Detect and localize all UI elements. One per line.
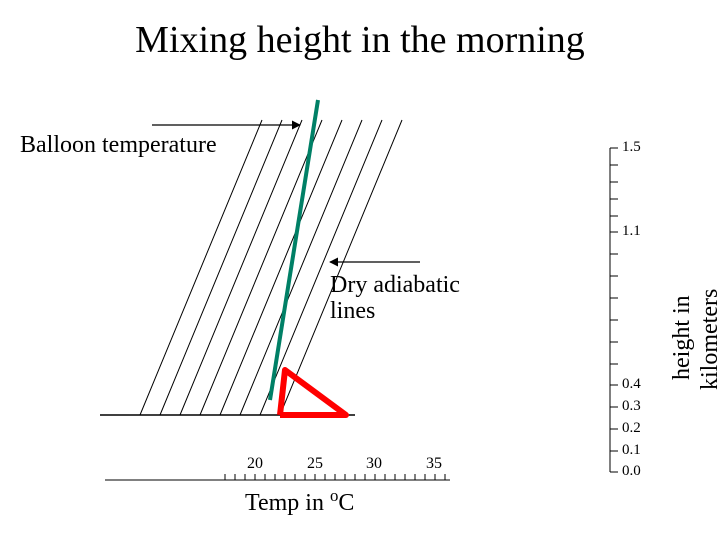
x-axis-ticks	[225, 474, 445, 480]
degree-o: o	[330, 486, 338, 505]
surface-parcel-path	[280, 370, 346, 415]
slide: { "title": "Mixing height in the morning…	[0, 0, 720, 540]
y-tick-label: 1.1	[622, 223, 641, 240]
y-tick-label: 1.5	[622, 139, 641, 156]
y-tick-label: 0.3	[622, 398, 641, 415]
balloon-temperature-line	[270, 100, 318, 400]
dry-label-line2: lines	[330, 298, 375, 324]
x-axis-title-text: Temp in	[245, 490, 330, 516]
x-tick-label: 25	[300, 455, 330, 473]
y-tick-label: 0.4	[622, 376, 641, 393]
x-tick-label: 30	[359, 455, 389, 473]
dry-adiabatic-label: Dry adiabatic lines	[330, 272, 460, 325]
y-tick-label: 0.1	[622, 442, 641, 459]
adiabatic-lines	[140, 120, 402, 415]
y-axis-title-line2: kilometers	[698, 289, 720, 390]
y-axis-title-line1: height in	[670, 295, 694, 380]
y-tick-label: 0.2	[622, 420, 641, 437]
y-axis-ticks	[610, 148, 618, 472]
y-tick-label: 0.0	[622, 463, 641, 480]
x-tick-label: 20	[240, 455, 270, 473]
x-axis-title: Temp in oC	[245, 490, 354, 517]
dry-label-line1: Dry adiabatic	[330, 272, 460, 298]
x-tick-label: 35	[419, 455, 449, 473]
balloon-temperature-label: Balloon temperature	[20, 132, 217, 159]
